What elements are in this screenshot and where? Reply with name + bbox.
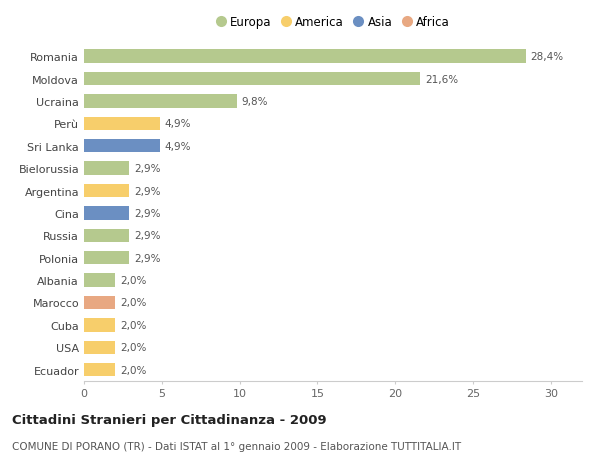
Bar (84, 207, 129, 220)
Text: 9,8%: 9,8% (241, 97, 268, 107)
Bar (84, 341, 115, 354)
Bar (84, 229, 129, 242)
Text: 2,0%: 2,0% (120, 342, 146, 353)
Bar (84, 319, 115, 332)
Text: COMUNE DI PORANO (TR) - Dati ISTAT al 1° gennaio 2009 - Elaborazione TUTTITALIA.: COMUNE DI PORANO (TR) - Dati ISTAT al 1°… (12, 441, 461, 451)
Text: 2,9%: 2,9% (134, 164, 160, 174)
Text: 4,9%: 4,9% (165, 119, 191, 129)
Bar (84, 185, 129, 198)
Text: 2,0%: 2,0% (120, 275, 146, 285)
Legend: Europa, America, Asia, Africa: Europa, America, Asia, Africa (211, 11, 455, 34)
Bar (84, 140, 160, 153)
Bar (84, 296, 115, 309)
Text: 2,0%: 2,0% (120, 320, 146, 330)
Bar (84, 274, 115, 287)
Text: 2,9%: 2,9% (134, 208, 160, 218)
Text: 2,0%: 2,0% (120, 298, 146, 308)
Text: 4,9%: 4,9% (165, 141, 191, 151)
Text: Cittadini Stranieri per Cittadinanza - 2009: Cittadini Stranieri per Cittadinanza - 2… (12, 413, 326, 426)
Bar (84, 118, 160, 131)
Text: 28,4%: 28,4% (530, 52, 564, 62)
Bar (84, 363, 115, 376)
Bar (84, 162, 129, 175)
Bar (84, 73, 420, 86)
Text: 2,9%: 2,9% (134, 231, 160, 241)
Text: 2,9%: 2,9% (134, 186, 160, 196)
Text: 2,0%: 2,0% (120, 365, 146, 375)
Text: 2,9%: 2,9% (134, 253, 160, 263)
Bar (84, 95, 236, 108)
Bar (84, 50, 526, 64)
Text: 21,6%: 21,6% (425, 74, 458, 84)
Bar (84, 252, 129, 265)
